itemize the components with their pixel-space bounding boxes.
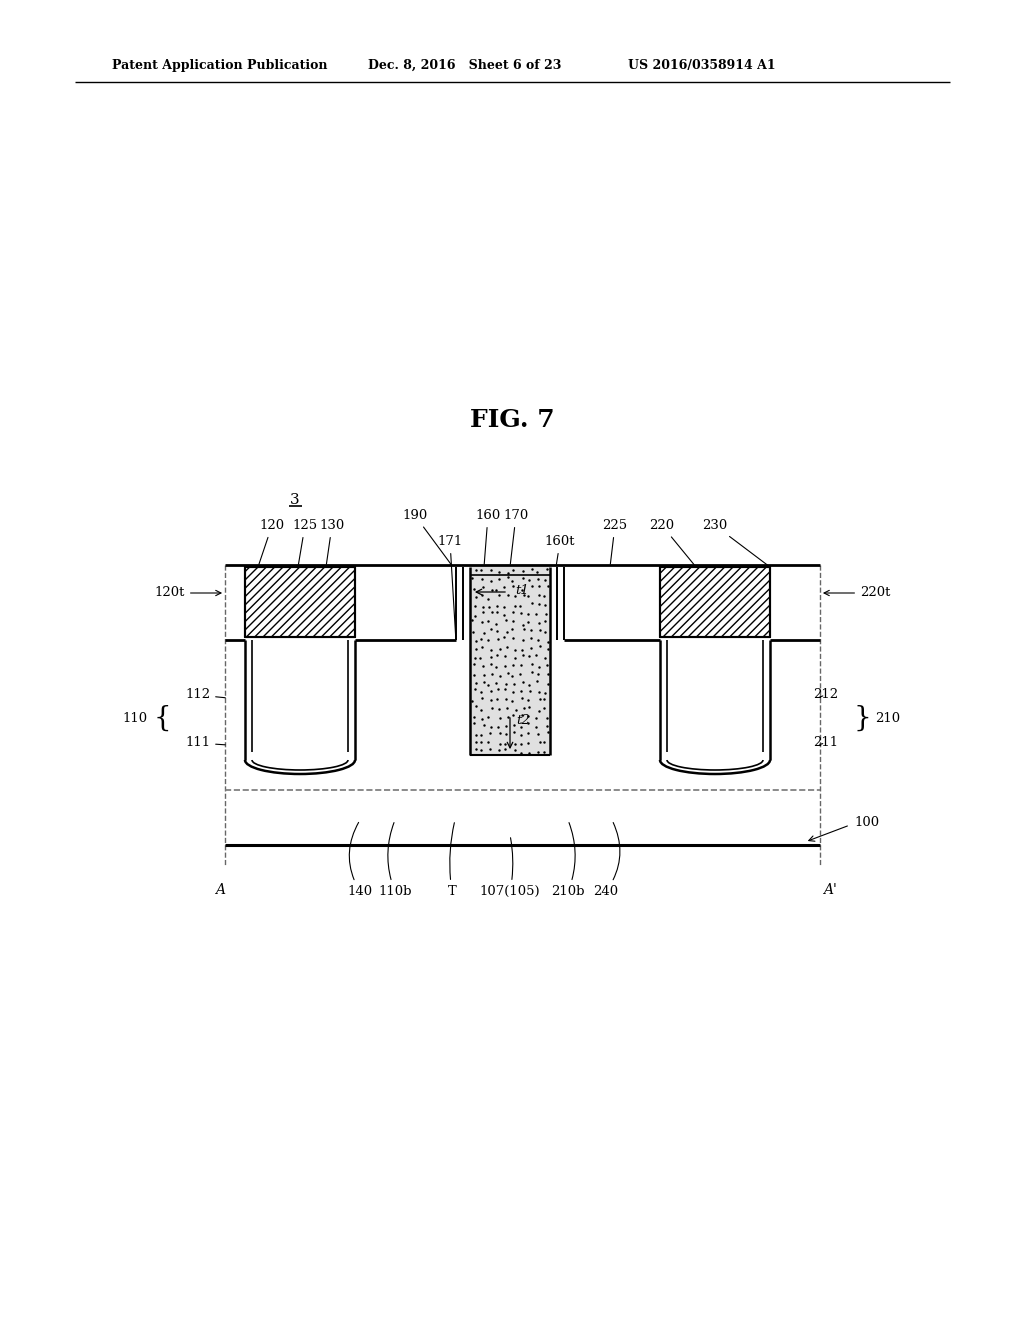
Text: T: T (447, 822, 457, 898)
Text: 190: 190 (402, 510, 452, 565)
Text: 107(105): 107(105) (479, 838, 541, 898)
Text: t1: t1 (515, 583, 528, 597)
Text: 140: 140 (347, 822, 373, 898)
Text: 100: 100 (854, 817, 880, 829)
Text: US 2016/0358914 A1: US 2016/0358914 A1 (628, 58, 775, 71)
Text: 112: 112 (185, 689, 225, 701)
Text: 240: 240 (594, 822, 620, 898)
Text: 230: 230 (702, 519, 768, 565)
Text: 125: 125 (293, 519, 317, 564)
Text: 220: 220 (649, 519, 694, 565)
Text: 120: 120 (259, 519, 285, 565)
Text: 220t: 220t (824, 586, 891, 599)
Text: Dec. 8, 2016   Sheet 6 of 23: Dec. 8, 2016 Sheet 6 of 23 (368, 58, 561, 71)
Text: }: } (853, 705, 870, 731)
Text: A': A' (823, 883, 837, 898)
Text: 130: 130 (319, 519, 345, 564)
Text: 225: 225 (602, 519, 628, 564)
Text: 170: 170 (504, 510, 528, 564)
Bar (470, 568, 550, 755)
Text: 111: 111 (185, 737, 225, 750)
Text: 110b: 110b (378, 822, 412, 898)
Text: 212: 212 (813, 689, 838, 701)
Text: Patent Application Publication: Patent Application Publication (112, 58, 328, 71)
Text: 210: 210 (874, 711, 900, 725)
Text: 210b: 210b (551, 822, 585, 898)
Text: FIG. 7: FIG. 7 (470, 408, 554, 432)
Text: 160t: 160t (545, 535, 575, 564)
Text: 3: 3 (290, 492, 300, 507)
Text: 120t: 120t (155, 586, 221, 599)
Text: 171: 171 (437, 535, 463, 639)
Text: 110: 110 (123, 711, 148, 725)
Text: {: { (154, 705, 171, 731)
Text: t2: t2 (516, 714, 529, 726)
Text: 160: 160 (475, 510, 501, 564)
Bar (245, 568, 355, 638)
Bar (660, 568, 770, 638)
Text: 211: 211 (813, 737, 838, 750)
Text: A: A (215, 883, 225, 898)
